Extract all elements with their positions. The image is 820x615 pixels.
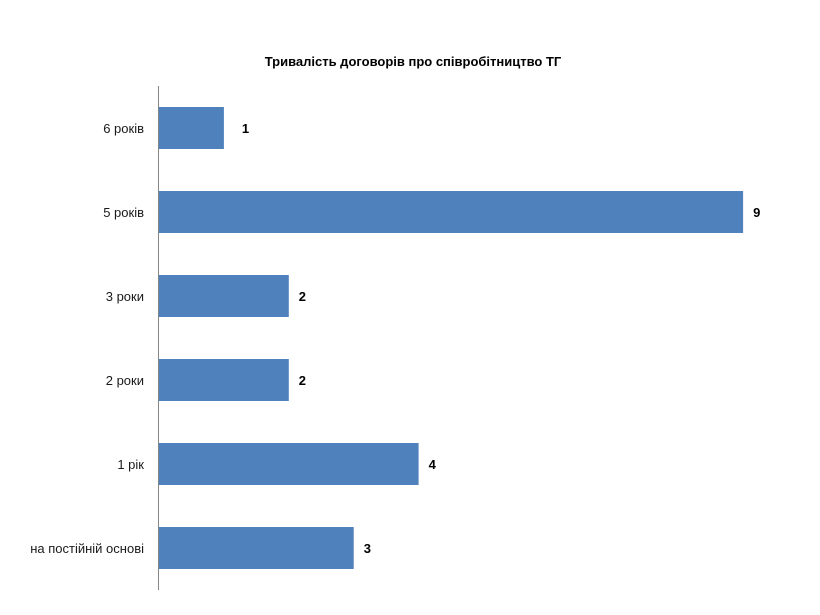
bar: [159, 359, 289, 401]
chart-title: Тривалість договорів про співробітництво…: [265, 54, 562, 69]
category-label: 3 роки: [106, 289, 144, 304]
bar: [159, 275, 289, 317]
bar: [159, 107, 224, 149]
bar: [159, 527, 354, 569]
data-label: 2: [299, 289, 306, 304]
category-label: на постійній основі: [30, 541, 144, 556]
data-label: 3: [364, 541, 371, 556]
bar: [159, 191, 744, 233]
category-label: 5 років: [103, 205, 144, 220]
category-label: 2 роки: [106, 373, 144, 388]
data-label: 9: [753, 205, 760, 220]
data-label: 1: [242, 121, 249, 136]
bars-layer: [159, 107, 744, 569]
bar: [159, 443, 419, 485]
category-label: 1 рік: [117, 457, 144, 472]
labels-layer: 6 років 1 5 років 9 3 роки 2 2 роки 2 1 рік 4 на п…: [30, 121, 760, 556]
data-label: 4: [429, 457, 437, 472]
data-label: 2: [299, 373, 306, 388]
category-label: 6 років: [103, 121, 144, 136]
